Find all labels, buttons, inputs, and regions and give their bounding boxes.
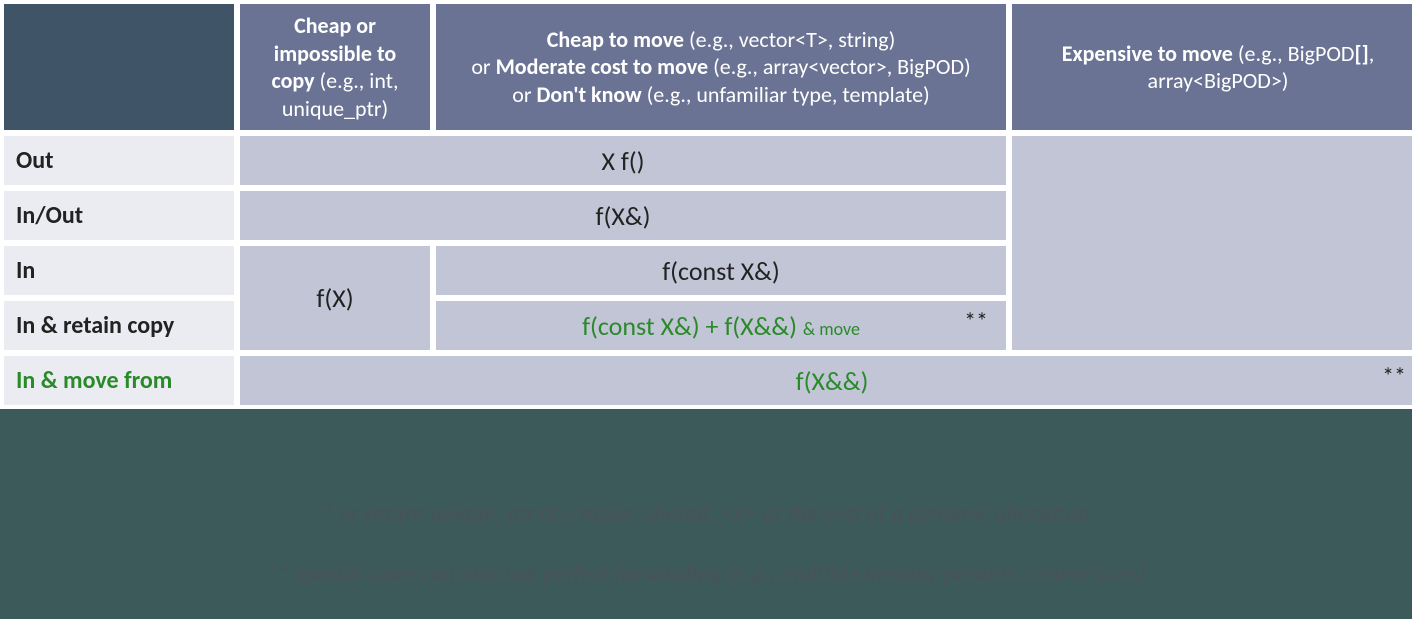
param-passing-table: Cheap or impossible to copy (e.g., int, … <box>0 0 1412 409</box>
cell-out-col12: X f() <box>240 136 1006 185</box>
cell-inout: f(X&) <box>240 191 1006 240</box>
rowlabel-in-move: In & move from <box>4 356 234 405</box>
cell-in-col2: f(const X&) <box>436 246 1006 295</box>
corner-cell <box>4 4 234 130</box>
header-expensive-move: Expensive to move (e.g., BigPOD[], array… <box>1012 4 1412 130</box>
header-cheap-copy: Cheap or impossible to copy (e.g., int, … <box>240 4 430 130</box>
header-cheap-move: Cheap to move (e.g., vector<T>, string) … <box>436 4 1006 130</box>
stars-icon: ** <box>964 307 988 336</box>
rowlabel-in: In <box>4 246 234 295</box>
rowlabel-inout: In/Out <box>4 191 234 240</box>
grid: Cheap or impossible to copy (e.g., int, … <box>0 0 1412 409</box>
stars-icon: ** <box>1382 362 1406 391</box>
rowlabel-out: Out <box>4 136 234 185</box>
cell-expensive-col3 <box>1012 136 1412 350</box>
footnote-1: * or return unique_ptr<X>/make_shared_<X… <box>0 500 1412 528</box>
cell-in-retain-col1: f(X) <box>240 246 430 350</box>
cell-in-retain-col2: f(const X&) + f(X&&) & move ** <box>436 301 1006 350</box>
rowlabel-in-retain: In & retain copy <box>4 301 234 350</box>
cell-in-move: f(X&&) ** <box>240 356 1412 405</box>
footnote-2: ** special cases can also use perfect fo… <box>0 560 1412 588</box>
